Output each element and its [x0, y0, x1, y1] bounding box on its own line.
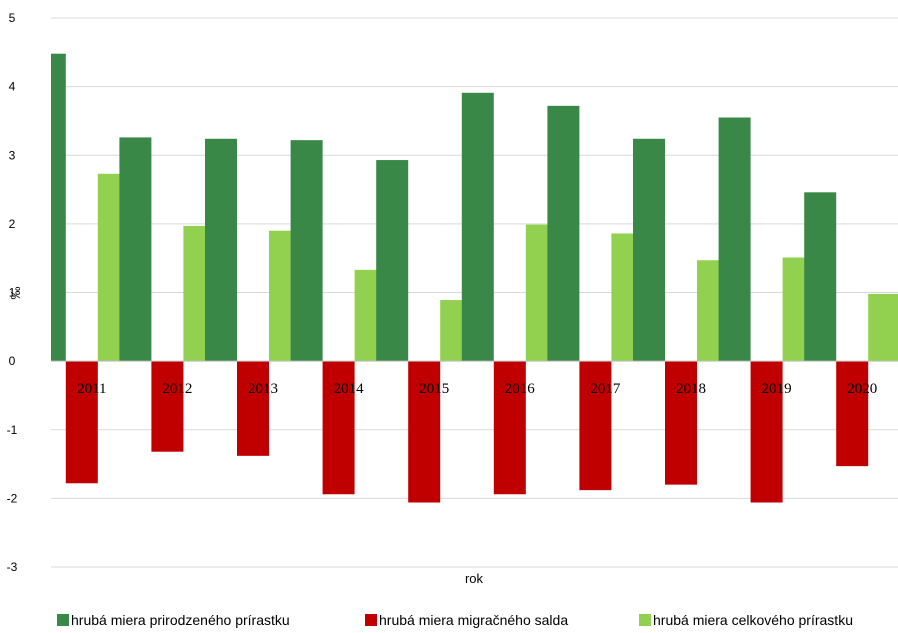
- bar: [237, 361, 269, 456]
- y-tick-label: -3: [7, 560, 18, 574]
- y-tick-label: -2: [7, 491, 18, 505]
- legend: hrubá miera prirodzeného prírastku hrubá…: [0, 612, 898, 633]
- x-tick-label: 2014: [334, 381, 365, 397]
- bar: [51, 53, 66, 362]
- bar: [750, 361, 783, 503]
- bars: [51, 53, 898, 503]
- bar: [665, 361, 697, 485]
- legend-item-natural-increase: hrubá miera prirodzeného prírastku: [57, 612, 290, 628]
- legend-item-total-increase: hrubá miera celkového prírastku: [639, 612, 853, 628]
- bar: [322, 361, 355, 495]
- legend-swatch-natural-increase: [57, 614, 69, 626]
- bar: [65, 361, 98, 484]
- bar: [868, 293, 898, 362]
- y-tick-label: 2: [9, 217, 16, 231]
- y-tick-label: -1: [7, 423, 18, 437]
- x-tick-label: 2018: [676, 381, 706, 397]
- bar: [205, 138, 237, 362]
- x-tick-label: 2015: [419, 381, 449, 397]
- bar: [836, 361, 869, 467]
- x-tick-label: 2019: [762, 381, 792, 397]
- bar: [119, 137, 152, 362]
- y-tick-label: 5: [9, 11, 16, 25]
- y-tick-label: 3: [9, 148, 16, 162]
- x-tick-label: 2012: [162, 381, 192, 397]
- bar: [151, 361, 184, 452]
- legend-label-migration-balance: hrubá miera migračného salda: [379, 612, 569, 628]
- legend-item-migration-balance: hrubá miera migračného salda: [365, 612, 568, 628]
- bar: [718, 117, 751, 362]
- bar: [804, 192, 837, 362]
- y-axis-ticks: -3 -2 -1 0 1 2 3 4 5: [7, 11, 18, 574]
- x-axis-title: rok: [465, 571, 484, 586]
- legend-label-total-increase: hrubá miera celkového prírastku: [653, 612, 853, 628]
- y-axis-title: ‰: [8, 287, 23, 300]
- legend-label-natural-increase: hrubá miera prirodzeného prírastku: [71, 612, 290, 628]
- x-tick-label: 2017: [590, 381, 621, 397]
- bar: [290, 140, 323, 362]
- bar: [493, 361, 526, 495]
- y-tick-label: 4: [9, 80, 16, 94]
- bar: [376, 160, 409, 362]
- x-axis-ticks: 2011 2012 2013 2014 2015 2016 2017 2018 2019 2020: [77, 381, 877, 397]
- x-tick-label: 2013: [248, 381, 278, 397]
- x-tick-label: 2016: [505, 381, 536, 397]
- bar: [461, 92, 494, 362]
- bar: [579, 361, 612, 491]
- bar: [547, 105, 580, 362]
- bar: [408, 361, 441, 503]
- y-tick-label: 1: [9, 286, 16, 300]
- x-tick-label: 2011: [77, 381, 106, 397]
- x-tick-label: 2020: [847, 381, 877, 397]
- legend-swatch-total-increase: [639, 614, 651, 626]
- bar: [633, 138, 665, 362]
- y-tick-label: 0: [9, 354, 16, 368]
- legend-swatch-migration-balance: [365, 614, 377, 626]
